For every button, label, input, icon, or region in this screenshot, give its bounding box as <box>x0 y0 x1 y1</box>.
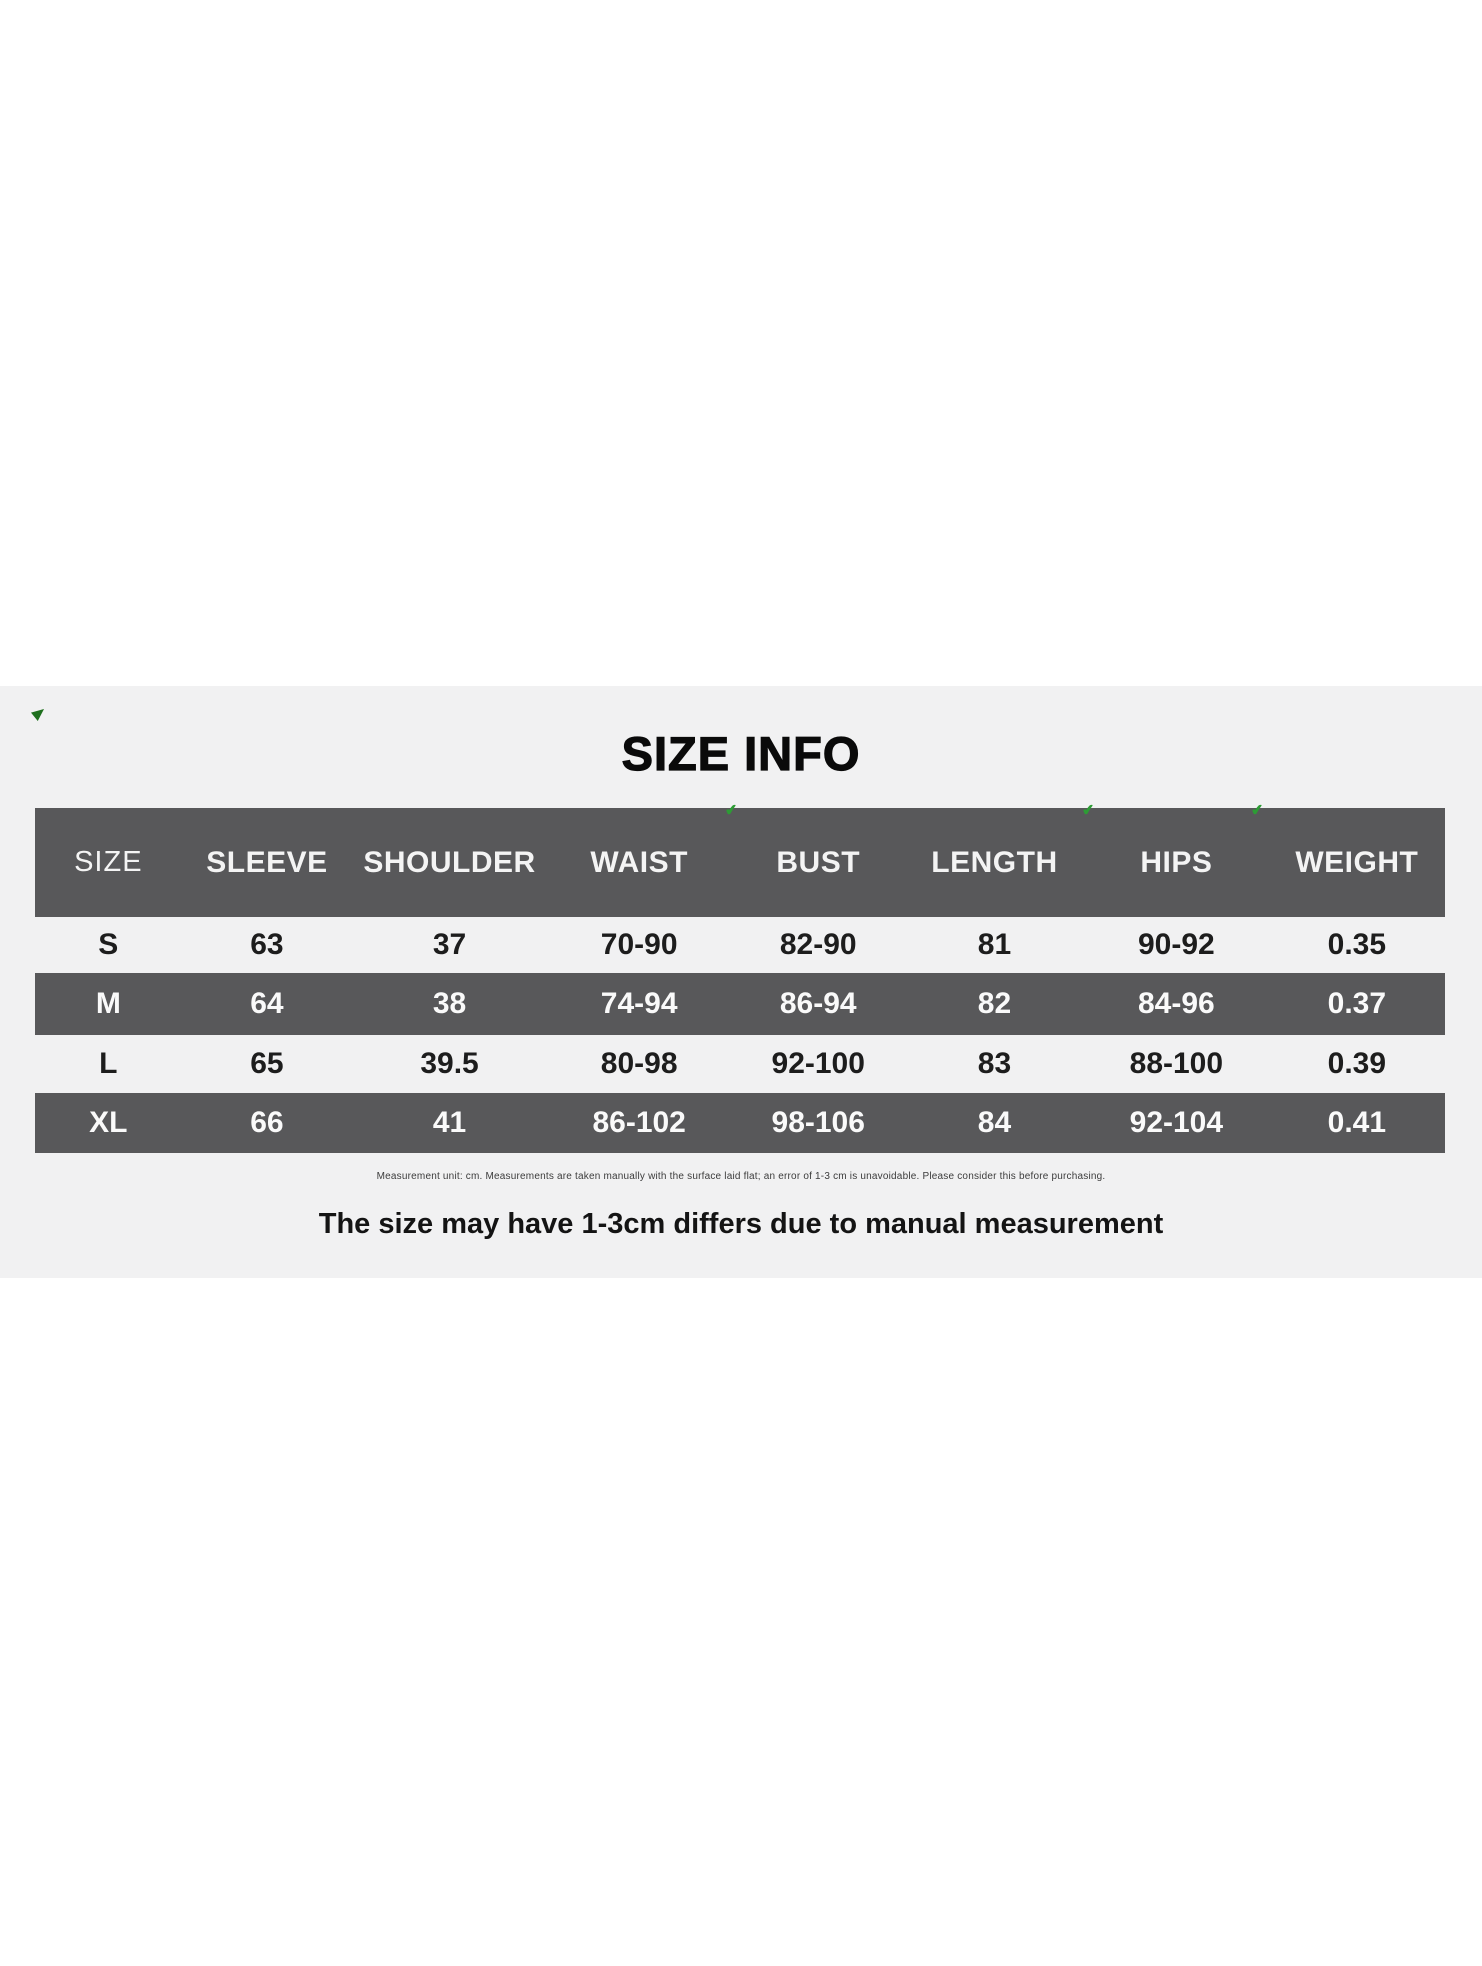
column-header-waist: WAIST <box>546 808 732 917</box>
green-check-icon: ✔ <box>724 801 739 820</box>
cell: 80-98 <box>600 1047 678 1080</box>
size-disclaimer: The size may have 1-3cm differs due to m… <box>318 1208 1164 1240</box>
table-row: M 64 38 74-94 86-94 82 84-96 0.37 <box>35 973 1445 1035</box>
cell: 88-100 <box>1129 1047 1224 1080</box>
cell: 92-104 <box>1084 1093 1269 1153</box>
measurement-note: Measurement unit: cm. Measurements are t… <box>376 1171 1106 1182</box>
cell: 41 <box>352 1093 547 1153</box>
green-check-icon: ✔ <box>1081 801 1096 820</box>
cell: 81 <box>977 928 1012 961</box>
cell: L <box>99 1047 118 1080</box>
column-header-length: LENGTH <box>904 808 1084 917</box>
cell: 0.39 <box>1327 1047 1387 1080</box>
cell: 86-102 <box>546 1093 732 1153</box>
cell: XL <box>35 1093 182 1153</box>
cell: 84-96 <box>1084 973 1269 1035</box>
cell: 90-92 <box>1137 928 1215 961</box>
cell: 38 <box>352 973 547 1035</box>
cell: 37 <box>432 928 467 961</box>
cell: 0.37 <box>1268 973 1445 1035</box>
cell: 0.41 <box>1268 1093 1445 1153</box>
cell: 0.35 <box>1327 928 1387 961</box>
cell: 82-90 <box>779 928 857 961</box>
cell: 63 <box>250 928 284 961</box>
cell: 65 <box>250 1047 284 1080</box>
cell: 39.5 <box>420 1047 479 1080</box>
table-row: S 63 37 70-90 82-90 81 90-92 0.35 <box>35 917 1445 973</box>
cell: 86-94 <box>731 973 905 1035</box>
cell: 66 <box>181 1093 353 1153</box>
size-table-container: ✔ ✔ ✔ SIZE SLEEVE SHOULDER WAIST BUST LE… <box>35 801 1445 1153</box>
size-info-panel: SIZE INFO ✔ ✔ ✔ SIZE SLEEVE SHOULDER WAI… <box>0 686 1482 1278</box>
column-header-weight: WEIGHT <box>1268 808 1445 917</box>
column-header-size: SIZE <box>35 808 182 917</box>
size-table: SIZE SLEEVE SHOULDER WAIST BUST LENGTH H… <box>35 808 1445 1153</box>
column-header-hips: HIPS <box>1084 808 1269 917</box>
cell: 70-90 <box>600 928 678 961</box>
green-check-icon: ✔ <box>1250 801 1265 820</box>
table-header-row: SIZE SLEEVE SHOULDER WAIST BUST LENGTH H… <box>35 808 1445 917</box>
size-table-body: S 63 37 70-90 82-90 81 90-92 0.35 M 64 3… <box>35 917 1445 1153</box>
cell: S <box>98 928 119 961</box>
green-wedge-icon <box>31 709 44 721</box>
cell: 84 <box>904 1093 1084 1153</box>
cell: 64 <box>181 973 353 1035</box>
cell: 83 <box>977 1047 1012 1080</box>
cell: 82 <box>904 973 1084 1035</box>
table-row: L 65 39.5 80-98 92-100 83 88-100 0.39 <box>35 1035 1445 1093</box>
cell: M <box>35 973 182 1035</box>
column-header-bust: BUST <box>731 808 905 917</box>
page-title: SIZE INFO <box>621 727 861 780</box>
column-header-shoulder: SHOULDER <box>352 808 547 917</box>
column-header-sleeve: SLEEVE <box>181 808 353 917</box>
table-row: XL 66 41 86-102 98-106 84 92-104 0.41 <box>35 1093 1445 1153</box>
cell: 92-100 <box>771 1047 865 1080</box>
cell: 74-94 <box>546 973 732 1035</box>
cell: 98-106 <box>731 1093 905 1153</box>
